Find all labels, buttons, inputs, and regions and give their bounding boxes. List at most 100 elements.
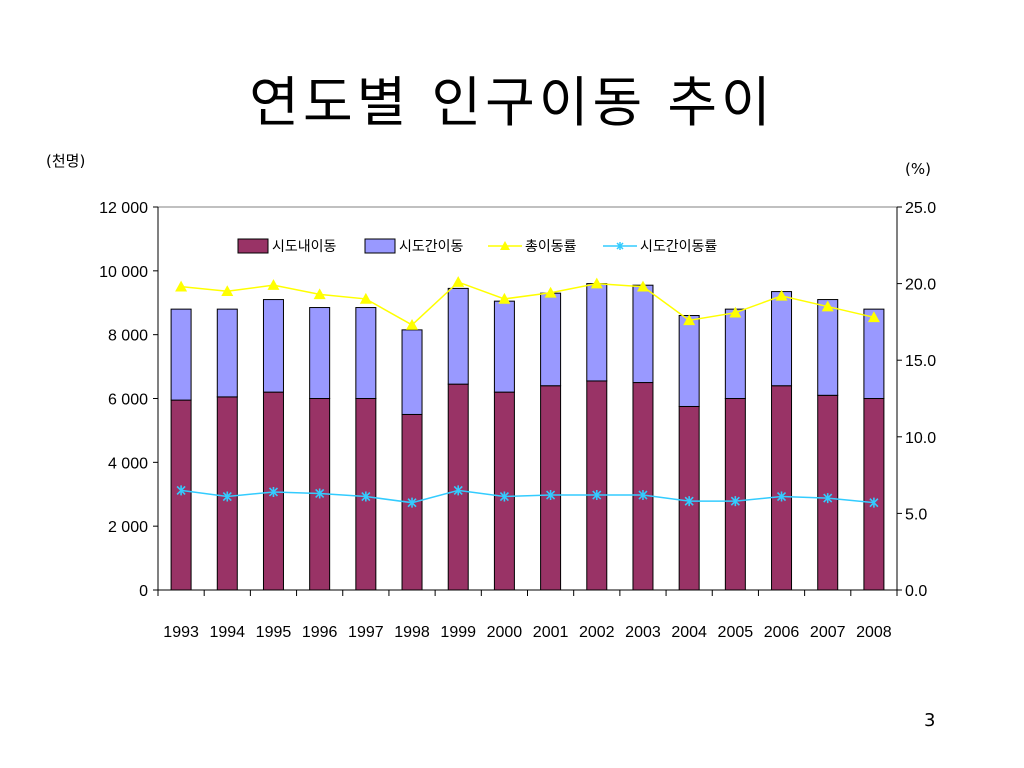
legend-inter-rate-swatch-marker	[616, 242, 624, 250]
bar-intra	[632, 382, 654, 591]
left-tick-label: 0	[139, 583, 148, 600]
left-tick-label: 4 000	[108, 455, 148, 472]
inter-rate-point	[823, 493, 833, 504]
legend-inter-label: 시도간이동	[399, 239, 464, 255]
inter-rate-point	[315, 488, 325, 499]
x-tick-label: 2000	[487, 624, 523, 641]
x-tick-label: 1999	[440, 624, 476, 641]
x-tick-label: 2003	[625, 624, 661, 641]
right-tick-label: 15.0	[905, 353, 936, 370]
inter-rate-line	[180, 489, 874, 504]
total-rate-line	[181, 281, 875, 326]
inter-rate-point	[499, 491, 509, 502]
bar-inter	[724, 308, 746, 399]
inter-rate-point	[176, 485, 186, 496]
left-axis-unit-label: (천명)	[46, 152, 86, 170]
right-axis-unit-label: (%)	[905, 160, 931, 178]
bar-inter	[540, 292, 562, 387]
inter-rate-point	[222, 491, 232, 502]
inter-rate-point	[453, 485, 463, 496]
legend-total-rate-label: 총이동률	[525, 239, 577, 255]
right-tick-label: 10.0	[905, 430, 936, 447]
bar-inter	[678, 315, 700, 407]
bar-inter	[586, 283, 608, 382]
total-rate-point	[267, 279, 280, 290]
lines-group	[175, 276, 880, 508]
right-tick-label: 0.0	[905, 583, 927, 600]
bar-inter	[447, 287, 469, 385]
bar-inter	[771, 291, 793, 387]
total-rate-point	[544, 286, 557, 298]
total-rate-point	[636, 280, 649, 292]
total-rate-point	[775, 289, 788, 301]
x-tick-label: 2002	[579, 624, 615, 641]
x-tick-label: 1998	[394, 624, 430, 641]
x-tick-label: 1997	[348, 624, 384, 641]
page-number: 3	[924, 710, 936, 731]
legend-inter-swatch	[364, 238, 396, 254]
x-tick-label: 1994	[209, 624, 245, 641]
total-rate-point	[313, 288, 326, 300]
bar-inter	[355, 307, 377, 400]
left-tick-label: 10 000	[99, 264, 148, 281]
total-rate-point	[683, 314, 696, 326]
bar-inter	[817, 299, 839, 396]
total-rate-point	[406, 318, 419, 330]
inter-rate-point	[592, 490, 602, 501]
legend-intra-label: 시도내이동	[272, 239, 337, 255]
bar-inter	[632, 284, 654, 384]
total-rate-point	[590, 277, 603, 289]
bar-inter	[401, 329, 423, 415]
bar-intra	[724, 398, 746, 591]
left-tick-label: 2 000	[108, 519, 148, 536]
x-tick-label: 2006	[764, 624, 800, 641]
bar-intra	[771, 385, 793, 591]
bar-intra	[586, 380, 608, 591]
total-rate-point	[359, 292, 372, 304]
axes-group: 0 2 000 4 000 6 000 8 000 10 000 12 000 0.0 5.0 1…	[99, 200, 936, 641]
x-tick-label: 2004	[671, 624, 707, 641]
bar-inter	[216, 308, 238, 398]
right-tick-label: 20.0	[905, 277, 936, 294]
inter-rate-point	[361, 491, 371, 502]
left-tick-label: 6 000	[108, 392, 148, 409]
inter-rate-point	[684, 496, 694, 507]
x-tick-label: 1995	[256, 624, 292, 641]
x-tick-label: 2005	[718, 624, 754, 641]
bar-inter	[309, 307, 331, 400]
inter-rate-point	[546, 490, 556, 501]
x-tick-label: 2001	[533, 624, 569, 641]
bar-inter	[262, 299, 284, 393]
total-rate-point	[729, 306, 742, 318]
inter-rate-point	[638, 490, 648, 501]
legend-total-rate-swatch-marker	[500, 241, 510, 250]
bar-inter	[863, 308, 885, 399]
right-tick-label: 5.0	[905, 506, 927, 523]
inter-rate-point	[730, 496, 740, 507]
inter-rate-point	[869, 497, 879, 508]
bar-intra	[540, 385, 562, 591]
right-tick-label: 25.0	[905, 200, 936, 217]
total-rate-point	[221, 285, 234, 297]
bar-intra	[863, 398, 885, 591]
left-tick-label: 12 000	[99, 200, 148, 217]
left-tick-label: 8 000	[108, 328, 148, 345]
bar-intra	[493, 391, 515, 591]
slide-title: 연도별 인구이동 추이	[249, 71, 775, 134]
legend-inter-rate-label: 시도간이동률	[640, 239, 717, 255]
x-tick-label: 1996	[302, 624, 338, 641]
inter-rate-point	[776, 491, 787, 502]
total-rate-point	[821, 300, 834, 312]
legend-intra-swatch	[237, 238, 269, 254]
bar-inter	[493, 300, 515, 393]
legend: 시도내이동 시도간이동 총이동률 시도간이동률	[237, 238, 717, 255]
bar-inter	[170, 308, 192, 401]
total-rate-point	[867, 311, 880, 323]
x-tick-label: 1993	[163, 624, 199, 641]
total-rate-point	[498, 292, 511, 304]
x-tick-label: 2007	[810, 624, 846, 641]
bar-intra	[817, 394, 839, 591]
inter-rate-point	[407, 497, 417, 508]
total-rate-point	[452, 276, 465, 287]
